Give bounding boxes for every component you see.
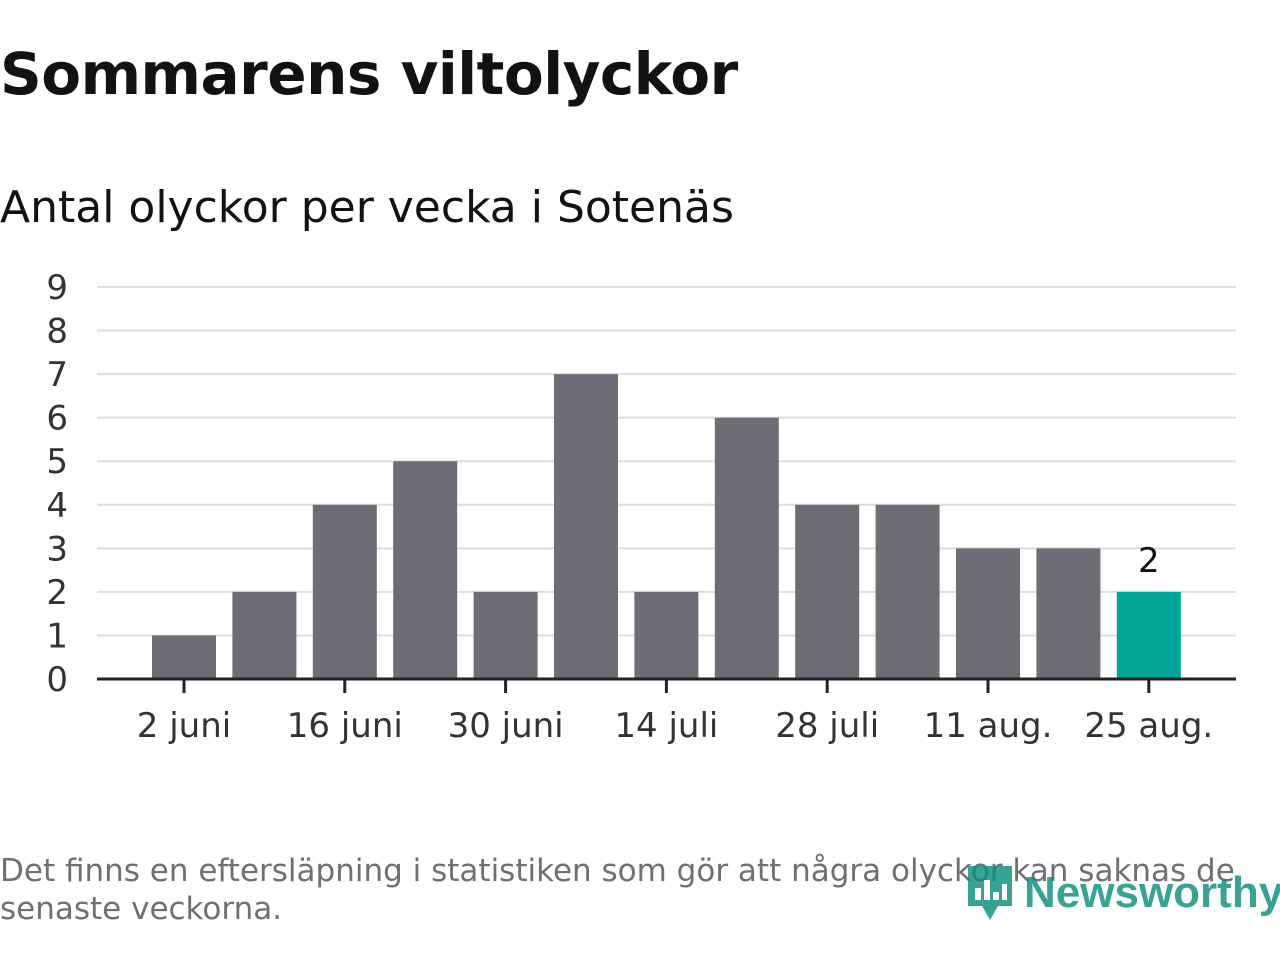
bar bbox=[956, 548, 1020, 679]
y-tick-label: 2 bbox=[46, 573, 68, 613]
data-labels: 2 bbox=[1138, 541, 1160, 581]
bar bbox=[554, 374, 618, 679]
bar bbox=[312, 504, 377, 679]
bar bbox=[473, 591, 538, 679]
chart-subtitle: Antal olyckor per vecka i Sotenäs bbox=[0, 182, 734, 233]
bar-chart-logo-icon bbox=[968, 866, 1012, 920]
bar bbox=[393, 461, 458, 679]
y-tick-label: 1 bbox=[46, 616, 68, 656]
x-tick-label: 28 juli bbox=[775, 706, 879, 746]
data-label: 2 bbox=[1138, 541, 1160, 581]
bar bbox=[1036, 548, 1101, 679]
y-tick-label: 9 bbox=[46, 268, 68, 308]
chart-title: Sommarens viltolyckor bbox=[0, 40, 738, 108]
bar bbox=[152, 635, 216, 679]
footnote: Det finns en eftersläpning i statistiken… bbox=[0, 853, 1235, 927]
y-tick-label: 8 bbox=[46, 312, 68, 352]
brand-logo: Newsworthy bbox=[964, 860, 1280, 926]
bar bbox=[232, 591, 297, 679]
bar bbox=[634, 591, 699, 679]
bar bbox=[875, 504, 940, 679]
y-tick-label: 5 bbox=[46, 442, 68, 482]
y-tick-label: 7 bbox=[46, 355, 68, 395]
y-tick-label: 0 bbox=[46, 660, 68, 700]
bars bbox=[152, 374, 1181, 679]
y-tick-label: 6 bbox=[46, 399, 68, 439]
x-tick-label: 2 juni bbox=[137, 706, 231, 746]
y-tick-label: 3 bbox=[46, 529, 68, 569]
x-axis: 2 juni 16 juni 30 juni 14 juli 28 juli 11 aug… bbox=[97, 677, 1236, 746]
x-tick-label: 14 juli bbox=[614, 706, 718, 746]
y-tick-label: 4 bbox=[46, 486, 68, 526]
brand-name: Newsworthy bbox=[1024, 868, 1280, 917]
bar-highlight bbox=[1116, 591, 1181, 679]
x-tick-label: 30 juni bbox=[448, 706, 564, 746]
bar bbox=[714, 417, 779, 679]
x-tick-label: 16 juni bbox=[287, 706, 403, 746]
x-tick-label: 11 aug. bbox=[924, 706, 1053, 746]
x-tick-label: 25 aug. bbox=[1084, 706, 1213, 746]
bar bbox=[795, 504, 860, 679]
